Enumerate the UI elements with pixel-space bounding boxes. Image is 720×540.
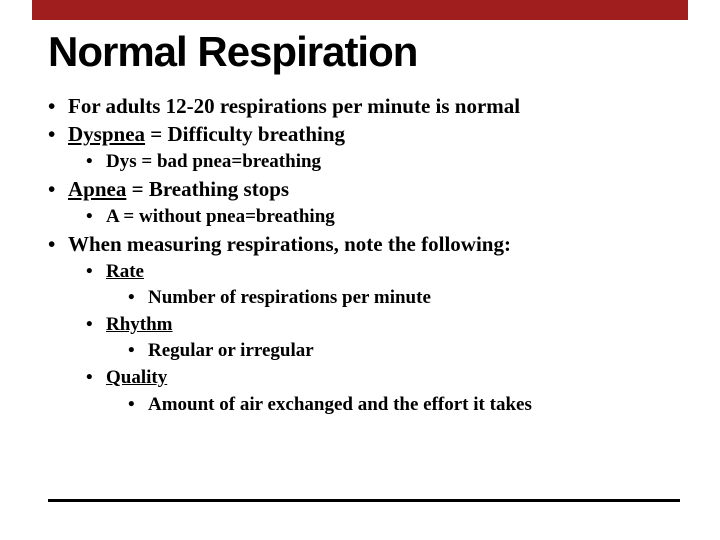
bullet-list: For adults 12-20 respirations per minute… bbox=[48, 92, 680, 418]
quality-desc: Amount of air exchanged and the effort i… bbox=[124, 392, 680, 419]
bullet-dyspnea: Dyspnea = Difficulty breathing Dys = bad… bbox=[48, 120, 680, 175]
dyspnea-etymology: Dys = bad pnea=breathing bbox=[82, 149, 680, 176]
note-quality: Quality Amount of air exchanged and the … bbox=[82, 365, 680, 418]
measuring-text: When measuring respirations, note the fo… bbox=[68, 232, 511, 256]
term-apnea: Apnea bbox=[68, 177, 126, 201]
apnea-def: = Breathing stops bbox=[126, 177, 289, 201]
term-rate: Rate bbox=[106, 261, 144, 282]
rhythm-desc: Regular or irregular bbox=[124, 338, 680, 365]
apnea-etymology: A = without pnea=breathing bbox=[82, 204, 680, 231]
dyspnea-def: = Difficulty breathing bbox=[145, 122, 345, 146]
accent-top-bar bbox=[32, 0, 688, 20]
term-rhythm: Rhythm bbox=[106, 314, 173, 335]
rate-desc: Number of respirations per minute bbox=[124, 285, 680, 312]
bottom-rule bbox=[48, 499, 680, 502]
slide-content: Normal Respiration For adults 12-20 resp… bbox=[48, 28, 680, 418]
note-rhythm: Rhythm Regular or irregular bbox=[82, 312, 680, 365]
bullet-apnea: Apnea = Breathing stops A = without pnea… bbox=[48, 175, 680, 230]
bullet-measuring: When measuring respirations, note the fo… bbox=[48, 230, 680, 418]
term-quality: Quality bbox=[106, 367, 167, 388]
slide-title: Normal Respiration bbox=[48, 28, 680, 76]
note-rate: Rate Number of respirations per minute bbox=[82, 259, 680, 312]
term-dyspnea: Dyspnea bbox=[68, 122, 145, 146]
bullet-normal-rate: For adults 12-20 respirations per minute… bbox=[48, 92, 680, 120]
